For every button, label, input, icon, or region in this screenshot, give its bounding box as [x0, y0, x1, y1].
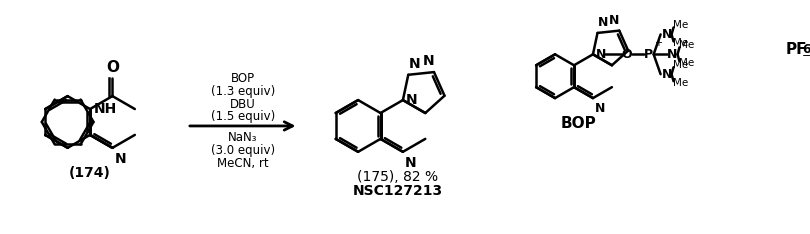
Text: Me: Me [679, 40, 693, 50]
Text: N: N [408, 57, 420, 71]
Text: O: O [621, 48, 632, 61]
Text: P: P [644, 48, 653, 61]
Text: (3.0 equiv): (3.0 equiv) [211, 144, 275, 157]
Text: N: N [406, 93, 417, 107]
Text: Me: Me [672, 38, 688, 48]
Text: NH: NH [94, 102, 117, 116]
Text: N: N [662, 28, 671, 41]
Text: N: N [596, 48, 607, 61]
Text: N: N [114, 152, 126, 166]
Text: Me: Me [672, 60, 688, 70]
Text: (175), 82 %: (175), 82 % [357, 170, 438, 184]
Text: +: + [654, 38, 662, 48]
Text: 6: 6 [802, 43, 810, 56]
Text: (1.5 equiv): (1.5 equiv) [211, 110, 275, 124]
Text: DBU: DBU [230, 98, 256, 111]
Text: −: − [802, 51, 810, 61]
Text: N: N [609, 14, 620, 27]
Text: N: N [662, 68, 671, 81]
Text: O: O [106, 60, 119, 75]
Text: BOP: BOP [561, 116, 597, 131]
Text: NSC127213: NSC127213 [353, 184, 443, 198]
Text: BOP: BOP [231, 72, 255, 85]
Text: N: N [595, 102, 605, 115]
Text: N: N [667, 48, 678, 61]
Text: (174): (174) [69, 166, 111, 180]
Text: N: N [405, 156, 416, 170]
Text: PF: PF [786, 42, 808, 57]
Text: Me: Me [672, 78, 688, 88]
Text: Me: Me [679, 58, 693, 68]
Text: N: N [422, 54, 434, 68]
Text: Me: Me [672, 21, 688, 30]
Text: N: N [598, 16, 608, 29]
Text: NaN₃: NaN₃ [228, 131, 258, 144]
Text: MeCN, rt: MeCN, rt [217, 157, 269, 170]
Text: (1.3 equiv): (1.3 equiv) [211, 85, 275, 98]
